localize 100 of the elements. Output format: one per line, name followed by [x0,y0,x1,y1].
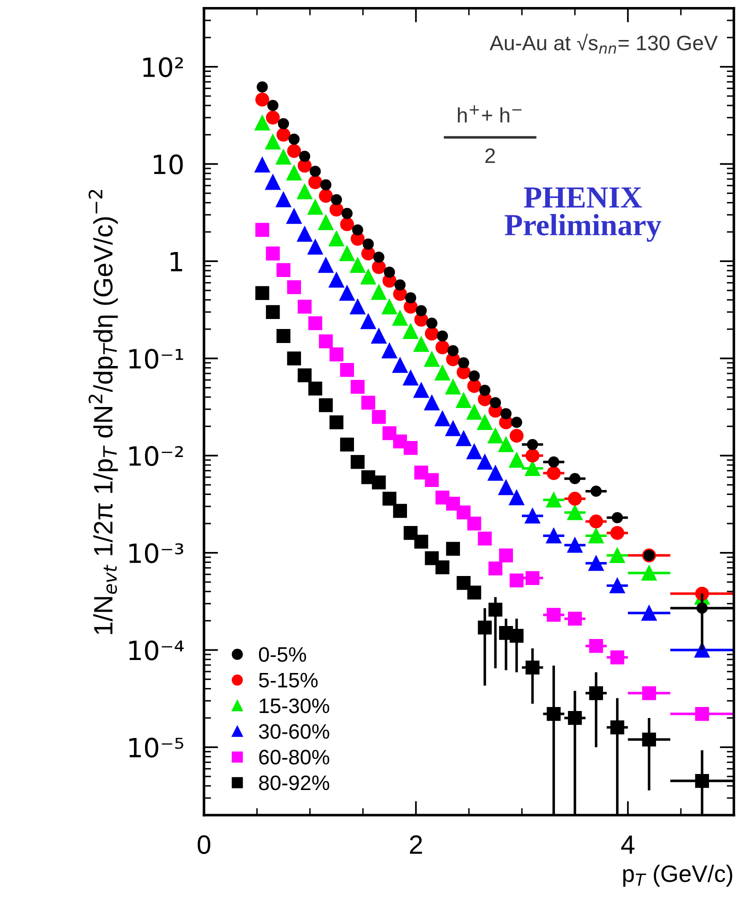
point [340,363,354,377]
point [568,492,582,506]
point [350,258,366,273]
point [695,706,710,721]
point [508,490,524,506]
point [610,548,625,564]
point [372,475,386,490]
point [435,560,450,574]
x-tick-label: 4 [621,836,634,854]
point [404,526,418,540]
point [466,444,482,460]
annotation: 2 [485,148,495,163]
point [466,404,482,420]
point [340,217,354,232]
point [350,380,365,394]
point [478,532,492,546]
point [393,504,407,518]
point [297,226,312,242]
point [340,438,354,452]
y-tick-label: 10 [154,154,183,174]
point [256,81,268,93]
point [287,144,302,158]
y-tick-label: 10⁻¹ [129,348,184,369]
point [467,379,482,393]
point [424,551,439,566]
annotation: h$^{+}$+ h$^{−}$ [458,105,522,122]
point [328,272,344,288]
point [265,174,281,190]
point [276,192,292,208]
point [445,379,461,394]
point [569,473,580,484]
point [394,279,406,290]
point [456,576,471,590]
point [414,534,428,549]
point [588,556,604,571]
point [371,284,386,300]
point [318,398,333,412]
legend-label: 5-15% [258,672,318,688]
point [416,305,427,316]
point [266,305,280,319]
point [446,542,460,556]
point [382,299,398,314]
point [641,605,657,621]
point [318,188,333,203]
point [255,286,270,300]
point [297,184,312,200]
point [341,208,353,219]
point [414,336,429,352]
point [330,194,342,206]
point [392,358,408,373]
point [488,562,502,576]
text: 1/N$_{evt}$ 1/2π 1/p$_{T}$ dN$^{2}$/dp$_{T}$dη (GeV/c)$^{−2}$ [88,190,118,634]
point [288,134,300,145]
legend-label: 30-60% [258,724,330,739]
point [434,365,450,380]
point [445,420,461,436]
point [339,285,355,301]
point [382,492,396,506]
point [361,396,376,410]
point [500,408,512,420]
point [526,438,538,450]
point [308,175,322,190]
point [548,456,560,468]
point [590,486,602,497]
point [360,314,376,330]
point [568,612,582,626]
point [276,128,290,142]
point [278,118,290,130]
point [508,452,524,468]
point [308,382,322,396]
point [287,351,302,366]
point [524,508,540,524]
point [330,202,344,216]
point [511,416,522,428]
point [610,578,625,594]
point [298,368,312,382]
point [424,473,439,488]
point [526,448,540,463]
point [567,537,583,553]
point [372,410,386,424]
point [435,340,450,354]
point [350,455,365,469]
point [488,428,504,444]
point [276,149,292,165]
point [339,246,355,262]
point [510,573,524,588]
legend-label: 15-30% [260,698,330,714]
point [456,506,471,520]
point [642,686,656,700]
point [308,316,322,330]
point [298,300,312,314]
point [384,266,395,278]
point [372,260,386,274]
x-axis-title: p$_{T}$ (GeV/c) [623,864,732,887]
point [350,299,366,314]
point [299,150,310,162]
y-tick-label: 10⁻⁴ [129,640,184,660]
point [286,208,302,224]
point [468,370,480,382]
point [589,639,604,653]
